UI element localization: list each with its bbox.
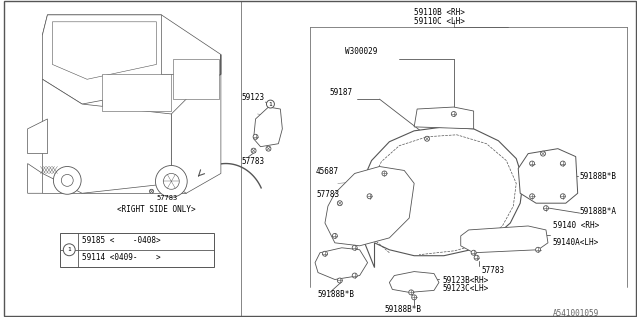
Polygon shape [389,272,439,292]
Text: <RIGHT SIDE ONLY>: <RIGHT SIDE ONLY> [117,205,195,214]
Polygon shape [253,107,282,147]
Circle shape [266,146,271,151]
Circle shape [474,255,479,260]
Circle shape [332,233,337,238]
Circle shape [471,250,476,255]
Text: 59114 <0409-    >: 59114 <0409- > [82,253,161,262]
Text: 57783: 57783 [242,156,265,165]
Text: 59123B<RH>: 59123B<RH> [443,276,489,284]
Polygon shape [42,15,161,104]
Polygon shape [414,107,474,129]
Polygon shape [518,149,578,203]
Text: 57783: 57783 [316,190,339,199]
Circle shape [412,295,417,300]
Polygon shape [28,119,47,154]
Circle shape [150,189,154,193]
Circle shape [156,165,187,197]
Circle shape [337,201,342,206]
Text: 59110B <RH>: 59110B <RH> [414,8,465,17]
Text: 59188B*B: 59188B*B [317,290,354,300]
Text: A541001059: A541001059 [553,309,599,318]
Circle shape [561,161,565,166]
Circle shape [253,134,258,139]
Circle shape [536,247,541,252]
Circle shape [61,174,73,186]
Circle shape [367,194,372,199]
Polygon shape [461,226,548,253]
Bar [60,233,214,267]
Text: 57783: 57783 [156,195,178,201]
Text: 59140A<LH>: 59140A<LH> [553,238,599,247]
Text: 57783: 57783 [481,266,505,275]
Circle shape [163,173,179,189]
Text: 1: 1 [67,247,71,252]
Circle shape [53,166,81,194]
Polygon shape [315,248,367,279]
Circle shape [451,111,456,116]
Circle shape [382,171,387,176]
Circle shape [409,290,413,295]
Text: 59110C <LH>: 59110C <LH> [414,17,465,26]
Polygon shape [102,74,172,111]
Polygon shape [173,60,219,99]
Text: 59123: 59123 [242,93,265,102]
Polygon shape [325,166,414,246]
Circle shape [561,194,565,199]
Circle shape [352,273,357,278]
Text: 59123C<LH>: 59123C<LH> [443,284,489,293]
Circle shape [530,161,534,166]
Circle shape [323,251,328,256]
Text: 45687: 45687 [316,167,339,176]
Circle shape [352,245,357,250]
Circle shape [543,206,548,211]
Circle shape [266,100,275,108]
Polygon shape [52,22,156,79]
Circle shape [337,278,342,283]
Circle shape [530,194,534,199]
Polygon shape [360,127,523,268]
Text: W300029: W300029 [345,47,377,57]
Polygon shape [42,79,172,193]
Circle shape [424,136,429,141]
Polygon shape [28,164,42,193]
Circle shape [251,148,256,153]
Text: 59188B*B: 59188B*B [385,305,421,314]
Polygon shape [172,54,221,193]
Text: 59187: 59187 [330,88,353,97]
Text: 59185 <    -0408>: 59185 < -0408> [82,236,161,245]
Text: 59140 <RH>: 59140 <RH> [553,221,599,230]
Text: 59188B*A: 59188B*A [580,207,617,216]
Circle shape [541,151,545,156]
Text: 59188B*B: 59188B*B [580,172,617,181]
Circle shape [63,244,75,256]
Polygon shape [42,15,221,74]
Text: 1: 1 [269,101,272,107]
